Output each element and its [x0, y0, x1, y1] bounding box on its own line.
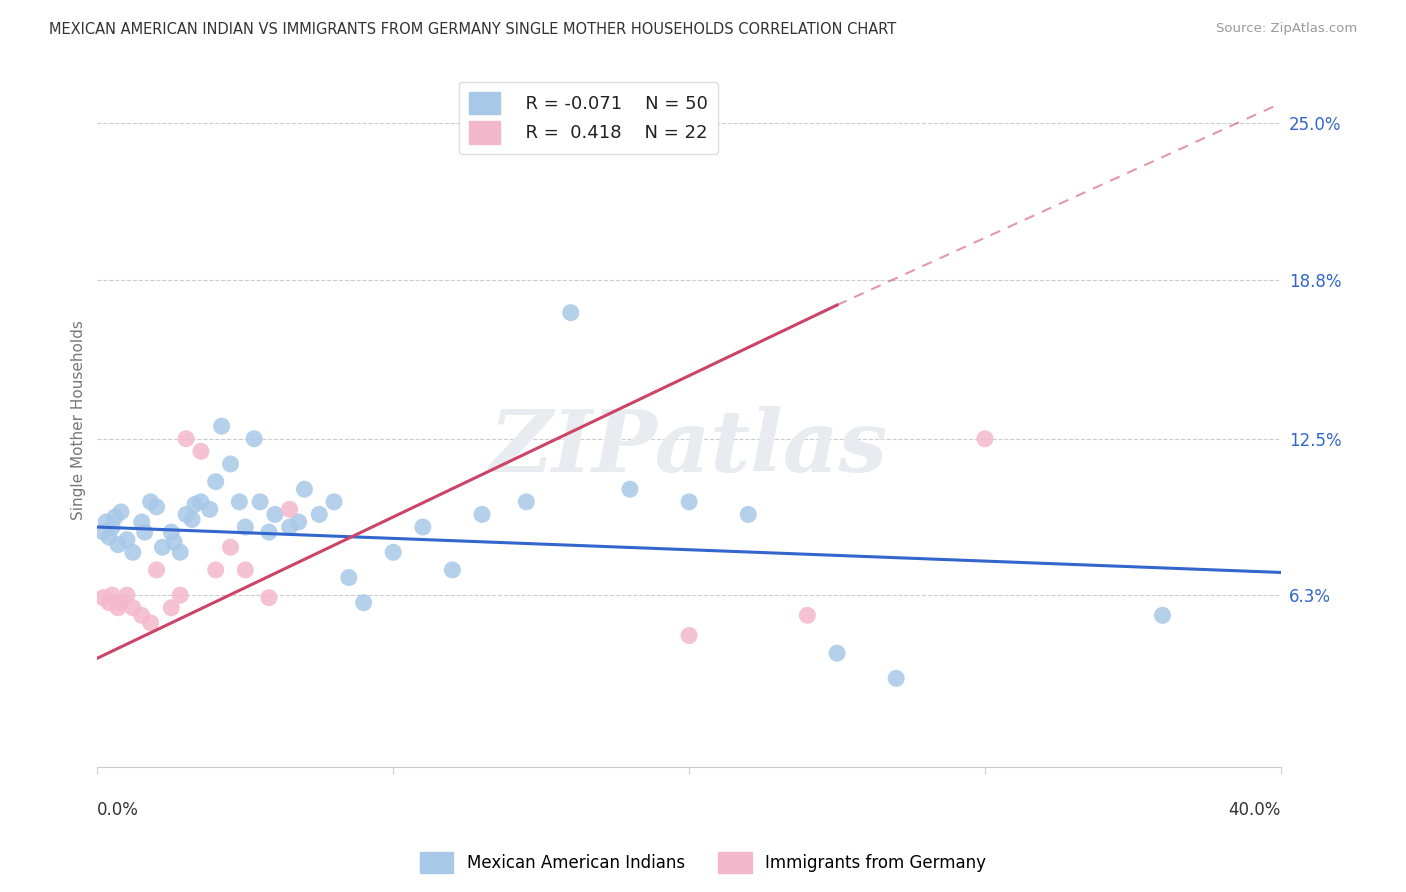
Text: 0.0%: 0.0% [97, 801, 139, 820]
Point [353, 596, 375, 610]
Point [131, 515, 153, 529]
Point [412, 520, 434, 534]
Point [145, 500, 167, 514]
Point [121, 600, 143, 615]
Point [198, 502, 221, 516]
Point [678, 628, 700, 642]
Point [974, 432, 997, 446]
Point [287, 515, 309, 529]
Point [471, 508, 494, 522]
Text: ZIPatlas: ZIPatlas [491, 406, 889, 490]
Text: 40.0%: 40.0% [1229, 801, 1281, 820]
Point [184, 497, 207, 511]
Point [294, 482, 316, 496]
Point [825, 646, 848, 660]
Point [98, 530, 121, 544]
Point [257, 591, 280, 605]
Point [204, 475, 226, 489]
Point [104, 510, 127, 524]
Point [121, 545, 143, 559]
Legend: Mexican American Indians, Immigrants from Germany: Mexican American Indians, Immigrants fro… [413, 846, 993, 880]
Point [174, 432, 197, 446]
Point [107, 600, 129, 615]
Point [204, 563, 226, 577]
Point [560, 305, 582, 319]
Point [737, 508, 759, 522]
Point [174, 508, 197, 522]
Point [308, 508, 330, 522]
Point [115, 588, 138, 602]
Point [278, 502, 301, 516]
Point [163, 535, 186, 549]
Point [169, 545, 191, 559]
Legend:   R = -0.071    N = 50,   R =  0.418    N = 22: R = -0.071 N = 50, R = 0.418 N = 22 [458, 82, 718, 154]
Point [243, 432, 266, 446]
Point [145, 563, 167, 577]
Point [219, 540, 242, 554]
Point [382, 545, 405, 559]
Point [91, 591, 114, 605]
Point [219, 457, 242, 471]
Point [101, 520, 124, 534]
Point [441, 563, 464, 577]
Point [884, 672, 907, 686]
Point [91, 525, 114, 540]
Point [233, 563, 256, 577]
Point [257, 525, 280, 540]
Point [152, 540, 174, 554]
Point [101, 588, 124, 602]
Point [169, 588, 191, 602]
Point [98, 596, 121, 610]
Point [160, 600, 183, 615]
Point [131, 608, 153, 623]
Point [337, 570, 360, 584]
Point [115, 533, 138, 547]
Point [1152, 608, 1174, 623]
Point [110, 505, 132, 519]
Point [160, 525, 183, 540]
Point [678, 495, 700, 509]
Text: Source: ZipAtlas.com: Source: ZipAtlas.com [1216, 22, 1357, 36]
Point [278, 520, 301, 534]
Text: MEXICAN AMERICAN INDIAN VS IMMIGRANTS FROM GERMANY SINGLE MOTHER HOUSEHOLDS CORR: MEXICAN AMERICAN INDIAN VS IMMIGRANTS FR… [49, 22, 897, 37]
Point [96, 515, 118, 529]
Point [323, 495, 346, 509]
Point [211, 419, 233, 434]
Point [249, 495, 271, 509]
Point [139, 495, 162, 509]
Point [264, 508, 287, 522]
Point [190, 444, 212, 458]
Point [107, 538, 129, 552]
Point [228, 495, 250, 509]
Point [796, 608, 818, 623]
Point [233, 520, 256, 534]
Y-axis label: Single Mother Households: Single Mother Households [72, 320, 86, 520]
Point [110, 596, 132, 610]
Point [619, 482, 641, 496]
Point [181, 512, 204, 526]
Point [139, 615, 162, 630]
Point [190, 495, 212, 509]
Point [134, 525, 156, 540]
Point [515, 495, 537, 509]
